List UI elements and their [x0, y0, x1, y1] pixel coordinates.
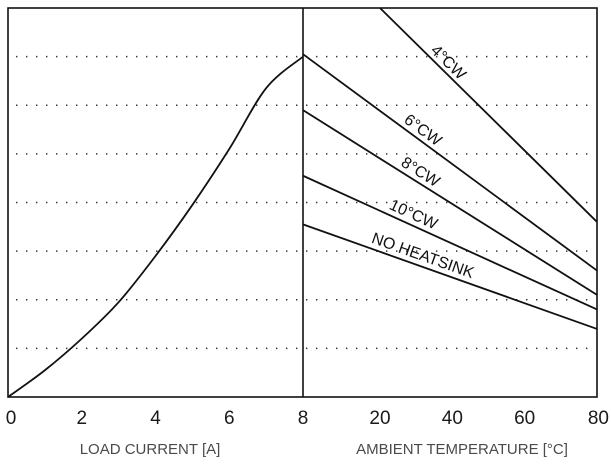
derating-line [302, 223, 598, 330]
left-x-axis-title: LOAD CURRENT [A] [80, 441, 221, 458]
series-label: 8°CW [398, 154, 443, 191]
x-tick-label: 6 [224, 408, 235, 429]
x-tick-label: 8 [298, 408, 309, 429]
grid-lines [16, 55, 595, 350]
x-tick-label: 2 [76, 408, 87, 429]
x-tick-label: 4 [150, 408, 161, 429]
x-tick-label: 60 [514, 408, 535, 429]
load-current-curve-layer [7, 55, 304, 398]
load-current-curve [7, 55, 304, 398]
series-label: 4°CW [427, 42, 469, 84]
derating-line [379, 7, 598, 223]
derating-line [302, 53, 598, 272]
derating-line [302, 109, 598, 296]
x-tick-label: 20 [369, 408, 390, 429]
derating-line [302, 174, 598, 311]
series-label: 10°CW [387, 197, 441, 234]
tick-labels: 0 2 4 6 8 20 40 60 80 [6, 408, 609, 429]
x-tick-label: 0 [6, 408, 17, 429]
x-tick-label: 80 [588, 408, 609, 429]
x-tick-label: 40 [442, 408, 463, 429]
right-x-axis-title: AMBIENT TEMPERATURE [°C] [356, 441, 568, 458]
series-label: NO HEATSINK [369, 230, 476, 282]
